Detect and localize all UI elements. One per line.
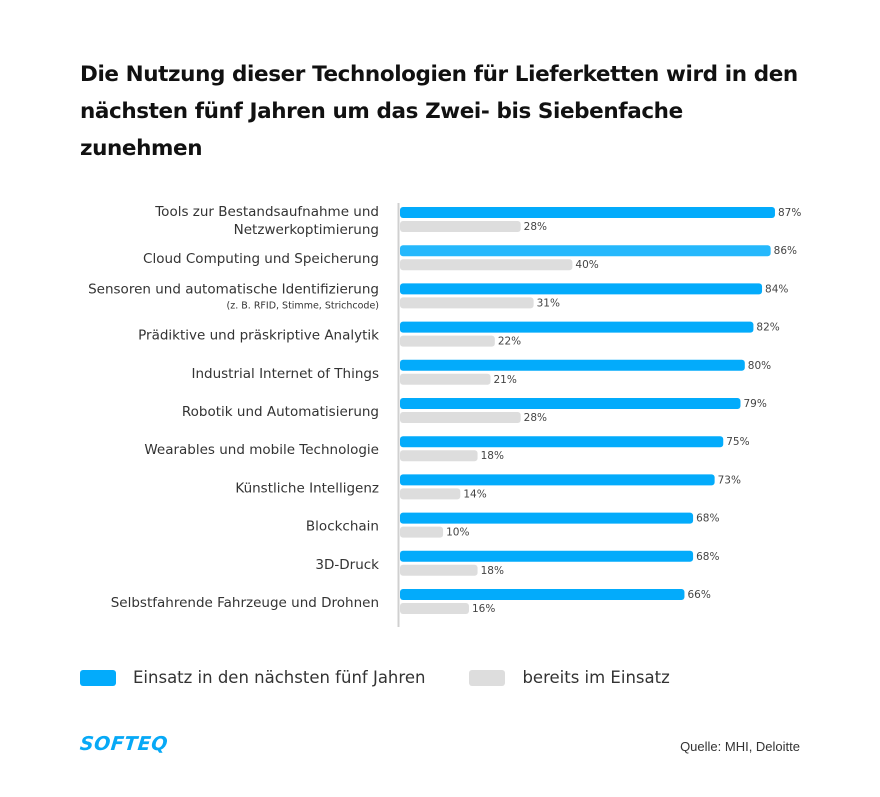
- bar-future: [400, 436, 724, 448]
- bar-chart: Tools zur Bestandsaufnahme und Netzwerkop…: [88, 203, 801, 627]
- bar-current: [400, 488, 461, 500]
- legend-swatch-future: [80, 669, 116, 686]
- category-label: Wearables und mobile Technologie: [144, 442, 379, 458]
- legend-swatch-current: [469, 669, 506, 686]
- bar-future: [400, 550, 694, 562]
- bar-current: [400, 259, 573, 271]
- bar-future: [400, 589, 685, 600]
- value-label: 79%: [743, 398, 766, 410]
- legend-label-current: bereits im Einsatz: [522, 668, 670, 687]
- bar-current: [400, 450, 478, 462]
- value-label: 18%: [481, 450, 504, 462]
- category-label: Selbstfahrende Fahrzeuge und Drohnen: [111, 595, 379, 611]
- bar-future: [400, 359, 745, 371]
- value-label: 80%: [748, 360, 771, 372]
- bar-current: [400, 335, 495, 347]
- category-label: Robotik und Automatisierung: [182, 404, 379, 420]
- category-label: Netzwerkoptimierung: [234, 222, 379, 238]
- value-label: 14%: [463, 488, 486, 500]
- value-label: 31%: [537, 297, 560, 309]
- bar-current: [400, 526, 444, 538]
- value-label: 18%: [481, 565, 504, 577]
- category-label: Sensoren und automatische Identifizierun…: [88, 281, 379, 297]
- value-label: 86%: [774, 245, 797, 257]
- legend-item-future: Einsatz in den nächsten fünf Jahren: [80, 668, 425, 687]
- category-label: Cloud Computing und Speicherung: [143, 251, 379, 267]
- value-label: 28%: [524, 221, 547, 233]
- bar-current: [400, 412, 521, 423]
- category-label: Industrial Internet of Things: [191, 366, 379, 382]
- category-label: Tools zur Bestandsaufnahme und: [154, 204, 379, 220]
- value-label: 10%: [446, 527, 469, 539]
- legend: Einsatz in den nächsten fünf Jahren bere…: [80, 668, 714, 687]
- value-label: 21%: [494, 374, 517, 386]
- bar-current: [400, 373, 491, 385]
- value-label: 73%: [718, 474, 741, 486]
- value-label: 22%: [498, 336, 521, 348]
- value-label: 75%: [726, 436, 749, 448]
- value-label: 28%: [524, 412, 547, 424]
- value-label: 84%: [765, 283, 788, 295]
- category-label: Prädiktive und präskriptive Analytik: [138, 328, 379, 344]
- bar-future: [400, 283, 763, 295]
- source-note: Quelle: MHI, Deloitte: [680, 739, 800, 754]
- bar-future: [400, 207, 775, 218]
- legend-item-current: bereits im Einsatz: [469, 668, 670, 687]
- bar-current: [400, 221, 521, 232]
- softeq-logo: SOFTEQ: [78, 733, 170, 755]
- value-label: 68%: [696, 551, 719, 563]
- category-label: Blockchain: [306, 519, 379, 535]
- bar-current: [400, 603, 469, 614]
- bar-future: [400, 512, 694, 524]
- bar-future: [400, 321, 754, 333]
- value-label: 66%: [687, 589, 710, 601]
- value-label: 82%: [756, 322, 779, 334]
- legend-label-future: Einsatz in den nächsten fünf Jahren: [133, 668, 426, 687]
- category-label: Künstliche Intelligenz: [235, 480, 379, 496]
- bar-future: [400, 245, 771, 257]
- chart-title: Die Nutzung dieser Technologien für Lief…: [80, 62, 798, 161]
- value-label: 16%: [472, 603, 495, 615]
- category-sublabel: (z. B. RFID, Stimme, Strichcode): [227, 300, 379, 311]
- value-label: 68%: [696, 513, 719, 525]
- value-label: 87%: [778, 207, 801, 219]
- bar-current: [400, 297, 534, 309]
- bar-future: [400, 474, 715, 486]
- bar-current: [400, 564, 478, 576]
- bar-future: [400, 398, 741, 409]
- category-label: 3D-Druck: [315, 557, 379, 573]
- value-label: 40%: [575, 259, 598, 271]
